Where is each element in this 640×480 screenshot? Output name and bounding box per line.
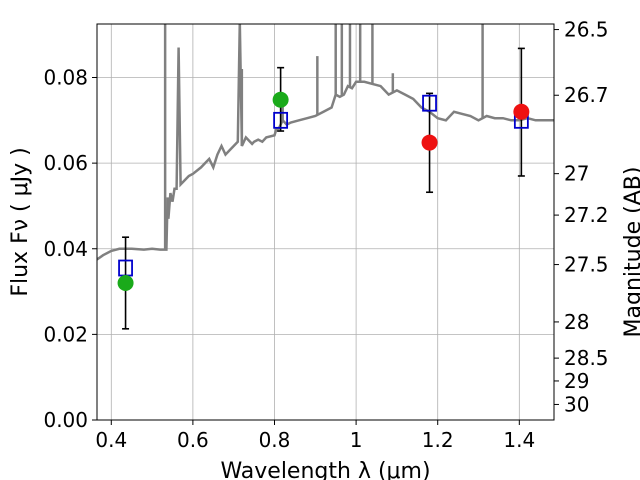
x-tick-label: 1	[350, 428, 363, 452]
right-tick-label: 27.2	[564, 203, 609, 227]
right-tick-label: 27.5	[564, 253, 609, 277]
y-axis-ticks: 0.00 0.02 0.04 0.06 0.08	[43, 66, 97, 432]
x-tick-label: 0.8	[259, 428, 291, 452]
right-tick-label: 28.5	[564, 346, 609, 370]
model-square-marker	[273, 111, 289, 129]
photometry-point	[513, 103, 530, 120]
x-tick-label: 1.2	[422, 428, 454, 452]
x-axis-label: Wavelength λ (μm)	[220, 459, 430, 480]
plot-area	[97, 24, 554, 330]
right-tick-label: 29	[564, 369, 589, 393]
y-tick-label: 0.02	[43, 322, 88, 346]
x-tick-label: 0.4	[95, 428, 127, 452]
x-axis-ticks: 0.4 0.6 0.8 1 1.2 1.4	[95, 420, 535, 452]
axes-frame	[96, 23, 555, 421]
x-tick-label: 0.6	[177, 428, 209, 452]
x-tick-label: 1.4	[503, 428, 535, 452]
y-axis-label: Flux Fν ( μJy )	[8, 147, 33, 296]
photometry-point	[272, 91, 289, 108]
y-tick-label: 0.00	[43, 408, 88, 432]
right-tick-label: 26.5	[564, 18, 609, 42]
spectrum-line	[97, 24, 554, 261]
y-tick-label: 0.06	[43, 151, 88, 175]
right-tick-label: 27	[564, 162, 589, 186]
photometry-point	[421, 134, 438, 151]
y-tick-label: 0.08	[43, 66, 88, 90]
right-tick-label: 26.7	[564, 83, 609, 107]
photometry-point	[117, 275, 134, 292]
right-axis-label: Magnitude (AB)	[621, 167, 640, 338]
right-tick-label: 30	[564, 392, 589, 416]
right-tick-label: 28	[564, 310, 589, 334]
model-square-marker	[422, 94, 437, 112]
y-tick-label: 0.04	[43, 237, 88, 261]
